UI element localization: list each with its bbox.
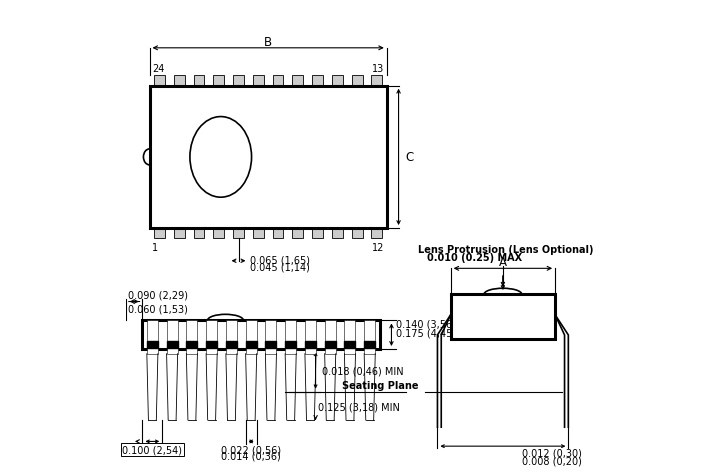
Bar [253,228,264,239]
Bar [272,228,283,239]
Text: 0.012 (0,30): 0.012 (0,30) [522,447,582,457]
Bar [293,228,303,239]
Polygon shape [187,342,197,348]
Bar [154,76,165,87]
Bar [194,76,205,87]
Bar [372,228,383,239]
Bar [187,321,197,354]
Bar [305,321,316,354]
Text: 0.065 (1,65): 0.065 (1,65) [250,255,310,265]
Bar [233,76,244,87]
Text: C: C [406,151,414,164]
Bar [266,321,277,354]
Bar [166,321,178,354]
Bar [285,321,296,354]
Polygon shape [226,342,237,348]
Polygon shape [305,342,316,348]
Text: 0.175 (4,45): 0.175 (4,45) [396,327,457,337]
Text: 0.010 (0.25) MAX: 0.010 (0.25) MAX [427,253,522,263]
Text: 0.008 (0,20): 0.008 (0,20) [522,456,582,466]
Polygon shape [147,342,158,348]
Polygon shape [325,342,335,348]
Text: 0.045 (1,14): 0.045 (1,14) [250,262,310,272]
Bar [364,321,375,354]
Text: 0.014 (0,36): 0.014 (0,36) [221,450,281,460]
Text: A: A [499,256,507,269]
Polygon shape [285,342,296,348]
Bar [147,321,158,354]
Bar [174,228,184,239]
Text: 0.060 (1,53): 0.060 (1,53) [129,304,188,314]
Bar [213,228,224,239]
Bar [142,321,380,349]
Bar [233,228,244,239]
Bar [206,321,217,354]
Polygon shape [364,342,375,348]
Text: 12: 12 [372,243,384,253]
Bar [150,87,387,228]
Bar [332,76,343,87]
Bar [226,321,237,354]
Text: Seating Plane: Seating Plane [342,380,418,390]
Bar [325,321,335,354]
Text: 24: 24 [152,64,164,74]
Text: 1: 1 [152,243,158,253]
Bar [194,228,205,239]
Bar [372,76,383,87]
Polygon shape [344,342,356,348]
Bar [245,321,257,354]
Bar [351,228,362,239]
Text: B: B [264,36,272,49]
Polygon shape [245,342,257,348]
Text: 13: 13 [372,64,384,74]
Polygon shape [206,342,217,348]
Bar [293,76,303,87]
Text: 0.090 (2,29): 0.090 (2,29) [129,289,188,299]
Text: Lens Protrusion (Lens Optional): Lens Protrusion (Lens Optional) [417,245,593,255]
Bar [154,228,165,239]
Bar [344,321,356,354]
Bar [351,76,362,87]
Bar [312,228,323,239]
Polygon shape [166,342,178,348]
Bar [332,228,343,239]
Text: 0.018 (0,46) MIN: 0.018 (0,46) MIN [322,366,404,376]
Bar [272,76,283,87]
Bar [213,76,224,87]
Polygon shape [266,342,277,348]
Bar [312,76,323,87]
Text: 0.125 (3,18) MIN: 0.125 (3,18) MIN [318,402,400,412]
Bar [451,295,555,340]
Text: 0.140 (3,56): 0.140 (3,56) [396,319,456,329]
Text: 0.100 (2,54): 0.100 (2,54) [123,445,182,455]
Bar [253,76,264,87]
Ellipse shape [190,117,251,198]
Bar [174,76,184,87]
Text: 0.022 (0,56): 0.022 (0,56) [221,445,281,455]
